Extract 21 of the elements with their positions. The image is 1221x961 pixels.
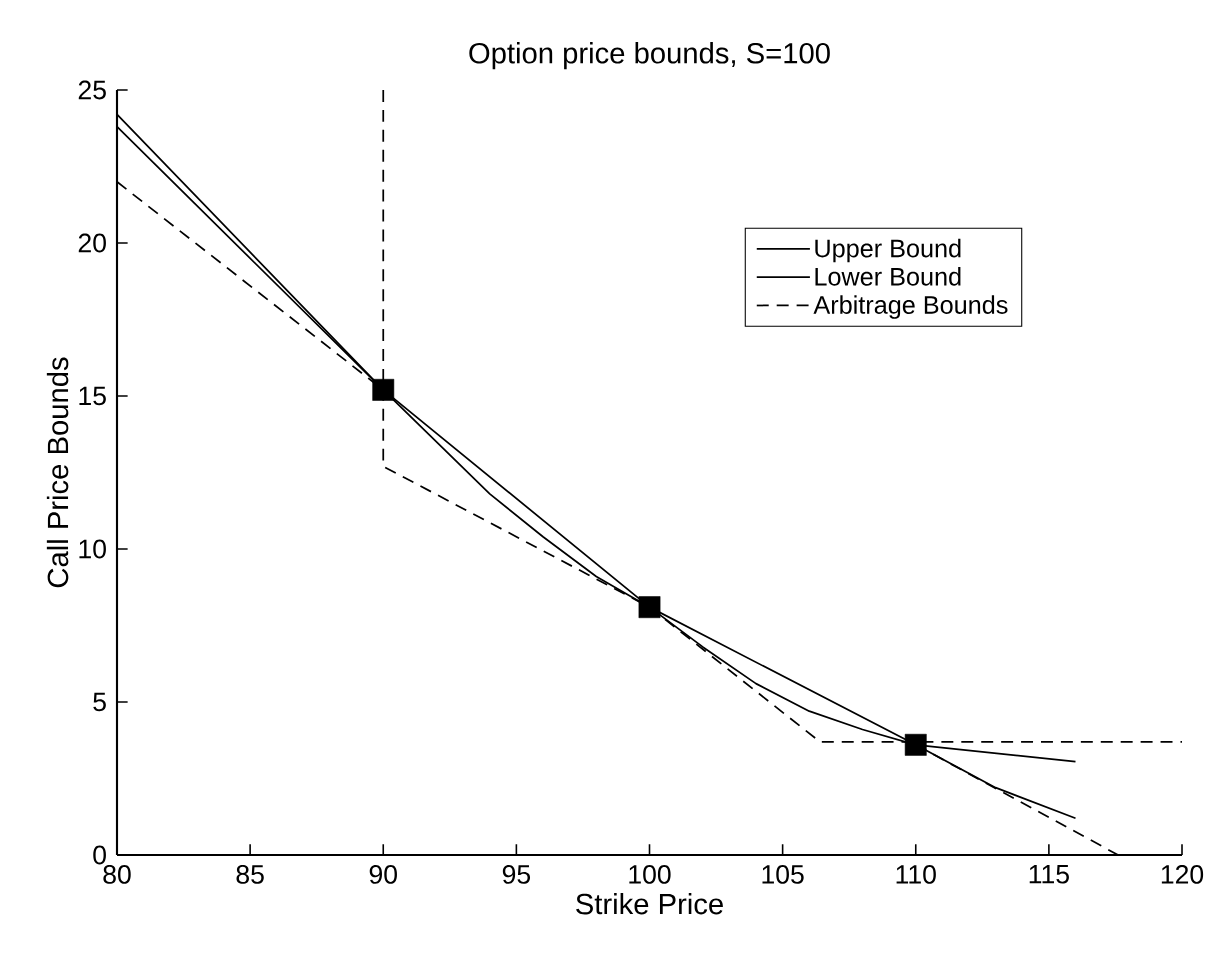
x-tick-label: 110 [896,865,936,884]
legend-label: Lower Bound [815,267,961,286]
y-tick-label: 20 [78,233,106,253]
x-tick-label: 95 [502,865,531,884]
x-tick-label: 80 [103,865,131,884]
y-tick-label: 0 [93,845,106,865]
x-tick-label: 85 [236,865,264,884]
y-tick-label: 25 [78,80,106,100]
legend-label: Arbitrage Bounds [813,295,1008,319]
x-axis-title: Strike Price [576,892,723,915]
x-tick-label: 120 [1161,865,1204,884]
x-tick-label: 90 [369,865,397,884]
y-tick-label: 10 [79,539,106,559]
x-tick-label: 105 [762,865,804,884]
chart-title: Option price bounds, S=100 [469,42,830,70]
y-tick-label: 15 [79,386,106,406]
y-tick-label: 5 [93,692,106,712]
x-tick-label: 115 [1029,865,1069,884]
legend-label: Upper Bound [815,238,961,263]
x-tick-label: 100 [629,865,671,884]
y-axis-title: Call Price Bounds [46,357,69,588]
